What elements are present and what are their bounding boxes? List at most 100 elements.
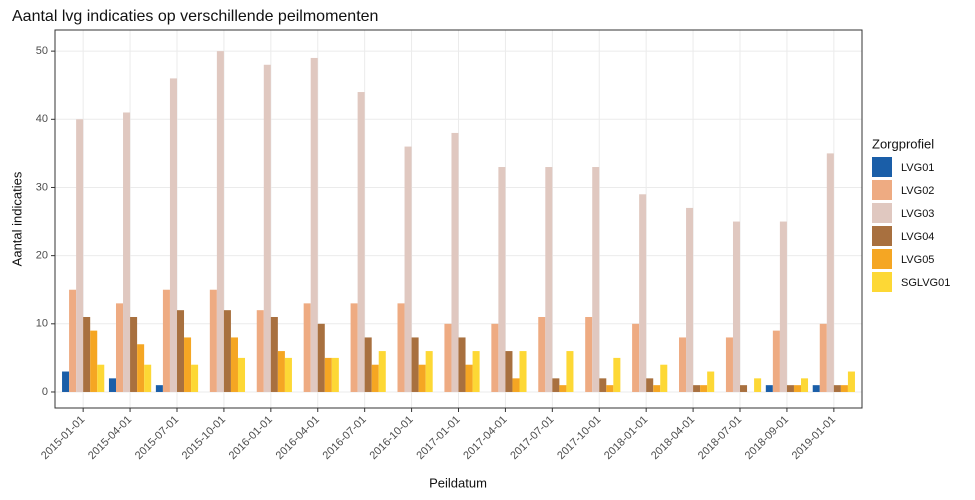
- bar: [69, 289, 77, 392]
- bar: [191, 364, 199, 392]
- bar: [679, 337, 687, 392]
- x-tick-label: 2016-01-01: [227, 414, 275, 462]
- x-tick-label: 2016-04-01: [274, 414, 322, 462]
- bar: [566, 351, 574, 392]
- bar: [350, 303, 358, 392]
- bar: [404, 146, 412, 392]
- bar: [765, 385, 773, 392]
- y-tick-label: 50: [36, 45, 48, 57]
- bar: [559, 385, 567, 392]
- bar: [847, 371, 855, 392]
- bar: [169, 78, 177, 392]
- bar: [137, 344, 145, 392]
- bar: [378, 351, 386, 392]
- legend-label: LVG02: [901, 185, 934, 197]
- bar: [599, 378, 607, 392]
- legend-swatch: [872, 272, 892, 292]
- legend-swatch: [872, 226, 892, 246]
- legend-label: LVG03: [901, 208, 934, 220]
- bar: [552, 378, 560, 392]
- bar: [83, 316, 91, 392]
- y-tick-label: 30: [36, 181, 48, 193]
- bar: [458, 337, 466, 392]
- x-tick-label: 2017-10-01: [555, 414, 603, 462]
- y-axis-label: Aantal indicaties: [9, 171, 24, 266]
- bar: [465, 364, 473, 392]
- x-axis-label: Peildatum: [429, 475, 487, 490]
- bar: [686, 207, 694, 392]
- bar: [585, 316, 593, 392]
- bar: [277, 351, 285, 392]
- legend-swatch: [872, 249, 892, 269]
- bar: [646, 378, 654, 392]
- bar: [707, 371, 715, 392]
- bar: [115, 303, 124, 392]
- bar: [833, 385, 841, 392]
- bar: [812, 385, 820, 392]
- legend-label: LVG05: [901, 254, 934, 266]
- bar: [162, 289, 170, 392]
- bar: [284, 357, 292, 392]
- bar: [324, 357, 332, 392]
- bar: [801, 378, 809, 392]
- plot-border: [54, 29, 863, 409]
- bar: [472, 351, 480, 392]
- bar: [545, 167, 553, 392]
- bar: [779, 221, 787, 392]
- x-tick-label: 2018-07-01: [696, 414, 744, 462]
- bar: [130, 316, 138, 392]
- x-tick-label: 2015-07-01: [133, 414, 181, 462]
- bar: [411, 337, 419, 392]
- x-tick-label: 2017-07-01: [508, 414, 556, 462]
- bar: [505, 351, 513, 392]
- bar: [97, 364, 105, 392]
- bar: [732, 221, 741, 392]
- bar: [62, 371, 70, 392]
- bar: [425, 351, 433, 392]
- bar: [451, 132, 459, 392]
- bar: [223, 310, 231, 392]
- legend-title: Zorgprofiel: [872, 136, 934, 151]
- bar: [209, 289, 217, 392]
- bar: [592, 167, 600, 392]
- bar: [491, 323, 499, 392]
- x-tick-label: 2017-01-01: [414, 414, 462, 462]
- bar: [826, 153, 834, 392]
- bar: [176, 310, 185, 392]
- bar: [371, 364, 379, 392]
- x-tick-label: 2017-04-01: [461, 414, 509, 462]
- bar: [653, 385, 661, 392]
- bar: [840, 385, 848, 392]
- bar: [632, 323, 640, 392]
- legend-label: SGLVG01: [901, 277, 950, 289]
- bar: [303, 303, 311, 392]
- bar: [444, 323, 452, 392]
- bar: [519, 351, 527, 392]
- bar: [237, 357, 246, 392]
- bar: [418, 364, 426, 392]
- bar: [256, 310, 264, 392]
- x-tick-label: 2018-01-01: [602, 414, 650, 462]
- bar: [754, 378, 762, 392]
- bar: [819, 323, 827, 392]
- x-tick-label: 2016-10-01: [367, 414, 415, 462]
- bar: [216, 51, 224, 392]
- bar: [263, 64, 271, 392]
- y-tick-label: 0: [42, 386, 48, 398]
- bar: [772, 330, 780, 392]
- bar: [639, 194, 647, 392]
- bar: [331, 357, 339, 392]
- bar: [144, 364, 152, 392]
- bar: [512, 378, 520, 392]
- bar: [357, 92, 365, 392]
- bar: [397, 303, 405, 392]
- bar: [270, 316, 278, 392]
- bar: [76, 119, 84, 392]
- x-tick-label: 2018-04-01: [649, 414, 697, 462]
- bar: [700, 385, 708, 392]
- bar: [364, 337, 372, 392]
- y-tick-label: 40: [36, 113, 48, 125]
- bar: [606, 385, 614, 392]
- legend-swatch: [872, 203, 892, 223]
